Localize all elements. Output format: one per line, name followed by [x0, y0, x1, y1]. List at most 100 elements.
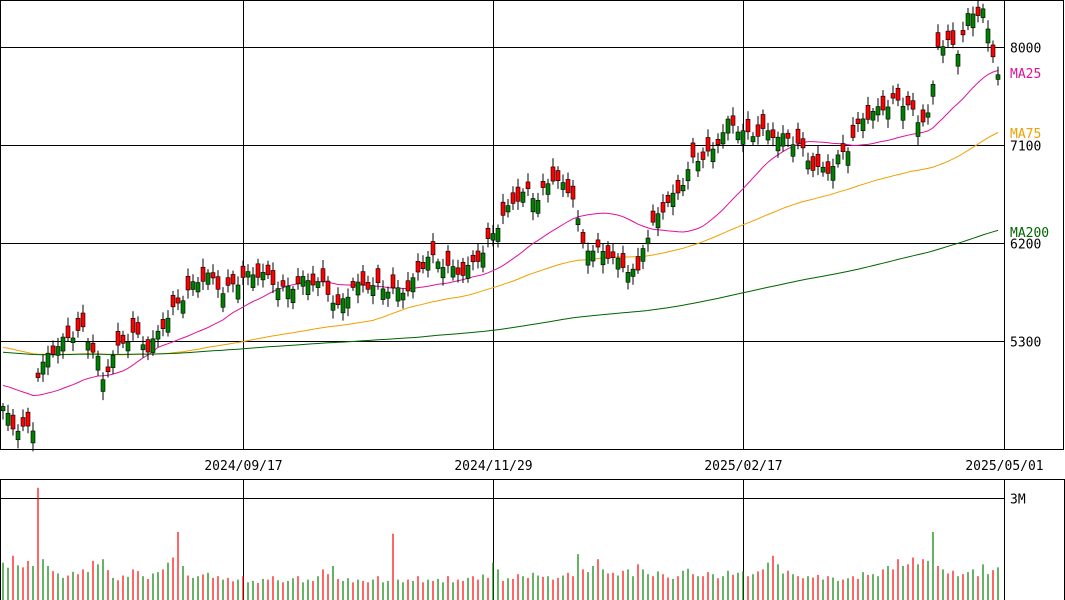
candle-body [125, 341, 131, 352]
candle-body [590, 250, 596, 262]
candle-body [690, 142, 696, 158]
candle-body [805, 160, 811, 170]
price-panel: 8000 7100 6200 5300 2024/09/17 2024/11/29 2025… [0, 0, 1064, 474]
candle-body [970, 13, 976, 29]
candle-body [965, 13, 971, 26]
candle-body [310, 273, 316, 286]
candle-body [770, 129, 776, 138]
candle-body [360, 271, 366, 286]
candle-body [455, 267, 461, 275]
candle-body [905, 95, 911, 106]
candle-body [945, 30, 951, 41]
candle-body [740, 130, 746, 145]
candle-body [710, 148, 716, 163]
candle-body [75, 317, 81, 331]
candle-body [315, 281, 321, 288]
candle-body [940, 46, 946, 56]
candle-body [835, 154, 841, 165]
candle-body [20, 417, 26, 427]
candle-body [295, 276, 301, 285]
price-tick-label: 5300 [1010, 336, 1041, 351]
candle-body [185, 275, 191, 291]
candle-body [365, 281, 371, 290]
candle-body [920, 109, 926, 123]
candle-body [530, 198, 536, 213]
candle-body [430, 241, 436, 256]
candle-body [85, 341, 91, 351]
candle-body [355, 281, 361, 296]
candle-body [250, 274, 256, 288]
candle-body [560, 182, 566, 190]
candle-body [985, 28, 991, 44]
candle-body [450, 266, 456, 278]
candle-body [435, 261, 441, 269]
candle-body [260, 272, 266, 281]
candle-body [265, 264, 271, 276]
candle-body [245, 271, 251, 278]
candle-body [90, 342, 96, 353]
candle-body [780, 133, 786, 147]
candle-body [120, 334, 126, 344]
candle-body [460, 261, 466, 276]
candle-body [80, 312, 86, 328]
candle-body [215, 276, 221, 290]
candle-body [235, 284, 241, 300]
candle-body [205, 272, 211, 285]
candle-body [300, 276, 306, 287]
candle-body [535, 199, 541, 214]
candle-body [550, 166, 556, 182]
candle-body [405, 280, 411, 292]
candle-body [510, 192, 516, 204]
candle-body [995, 74, 1001, 80]
candle-body [395, 287, 401, 302]
candle-body [165, 317, 171, 333]
candle-body [795, 128, 801, 144]
candle-body [525, 181, 531, 190]
candle-body [320, 268, 326, 282]
candle-body [555, 170, 561, 181]
candle-body [635, 256, 641, 271]
candle-body [35, 372, 41, 378]
candle-body [0, 406, 6, 412]
candle-body [240, 265, 246, 278]
candle-body [885, 106, 891, 120]
candle-body [745, 119, 751, 133]
candle-body [55, 346, 61, 356]
date-tick-label: 2025/02/17 [704, 459, 782, 474]
candle-body [100, 379, 106, 392]
candle-body [65, 325, 71, 339]
candle-body [45, 352, 51, 368]
candle-body [935, 32, 941, 47]
candle-body [40, 361, 46, 375]
candle-body [695, 161, 701, 172]
price-tick-label: 7100 [1010, 140, 1041, 155]
candle-body [975, 6, 981, 16]
candle-body [580, 232, 586, 244]
volume-tick-label: 3M [1010, 493, 1026, 508]
candle-body [815, 153, 821, 167]
candle-body [685, 169, 691, 182]
candle-body [195, 282, 201, 293]
candle-body [915, 122, 921, 137]
candle-body [190, 281, 196, 290]
candle-body [545, 183, 551, 195]
candle-body [390, 274, 396, 289]
candle-body [470, 254, 476, 263]
candle-body [765, 130, 771, 141]
candle-body [840, 143, 846, 153]
candle-body [930, 84, 936, 97]
candle-body [800, 138, 806, 149]
candle-body [225, 277, 231, 286]
candle-body [870, 110, 876, 121]
candle-body [305, 280, 311, 295]
candle-body [150, 338, 156, 353]
candle-body [210, 272, 216, 279]
candle-body [115, 331, 121, 346]
candle-body [880, 95, 886, 111]
price-tick-label: 8000 [1010, 42, 1041, 57]
candle-body [925, 112, 931, 118]
candle-body [890, 93, 896, 99]
candle-body [650, 210, 656, 223]
candle-body [660, 202, 666, 213]
